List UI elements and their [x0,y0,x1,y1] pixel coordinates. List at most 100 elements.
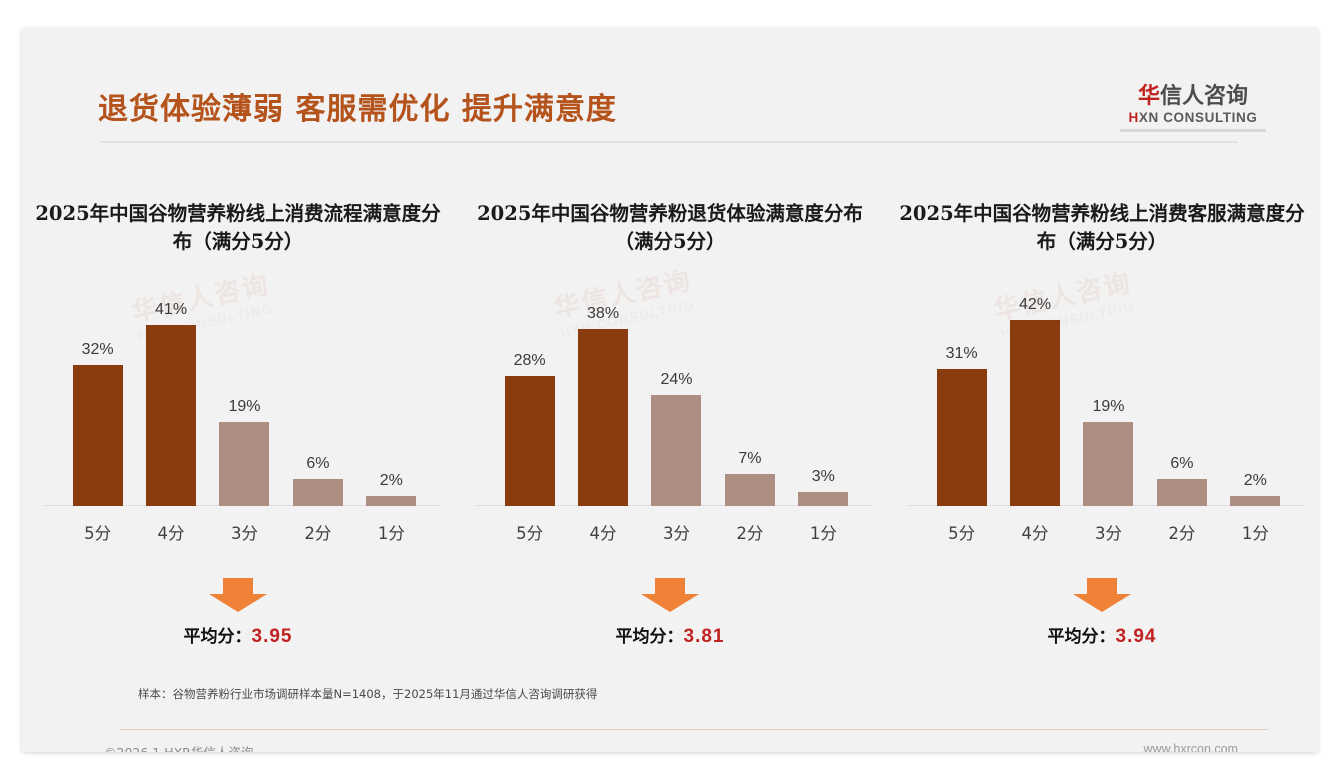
slide-footer: ©2026.1 HXR华信人咨询 www.hxrcon.com [22,734,1318,752]
plot-area-3: 31% 5分 42% 4分 19% 3分 [925,286,1292,543]
chart-title-2: 2025年中国谷物营养粉退货体验满意度分布（满分5分） [477,202,863,254]
chart-panel-3: 2025年中国谷物营养粉线上消费客服满意度分布（满分5分） 华信人咨询 HXN … [886,178,1318,678]
bar-value-label: 32% [81,341,114,358]
category-label: 3分 [1094,524,1122,543]
average-label: 平均分： [615,627,684,647]
category-label: 2分 [304,524,332,543]
down-arrow-icon [641,578,699,612]
brand-logo: 华信人咨询 HXN CONSULTING [1118,85,1268,133]
bar-value-label: 28% [513,352,546,369]
logo-rest-chars: 信人咨询 [1160,84,1249,109]
bar [504,376,555,506]
slide: 退货体验薄弱 客服需优化 提升满意度 华信人咨询 HXN CONSULTING … [22,28,1318,752]
category-label: 5分 [516,524,544,543]
bar-group: 19% 3分 [208,286,281,543]
average-value: 3.94 [1115,626,1157,647]
bar [146,325,197,506]
bar-group: 19% 3分 [1072,286,1145,543]
bar-group: 38% 4分 [566,286,639,543]
plot-area-2: 28% 5分 38% 4分 24% 3分 [493,286,860,543]
bar-value-label: 3% [811,468,835,485]
bar-value-label: 19% [1092,398,1125,415]
average-score-2: 平均分：3.81 [454,622,886,648]
bar [798,492,849,506]
bar-chart-1: 32% 5分 41% 4分 19% 3分 [22,286,454,558]
chart-title-1: 2025年中国谷物营养粉线上消费流程满意度分布（满分5分） [35,202,441,254]
bar-group: 31% 5分 [925,286,998,543]
page-title: 退货体验薄弱 客服需优化 提升满意度 [98,92,617,127]
average-score-1: 平均分：3.95 [22,622,454,648]
average-label: 平均分： [183,627,252,647]
bar-group: 6% 2分 [281,286,354,543]
bar-group: 2% 1分 [1219,286,1292,543]
chart-panels: 2025年中国谷物营养粉线上消费流程满意度分布（满分5分） 华信人咨询 HXN … [22,178,1318,678]
average-score-3: 平均分：3.94 [886,622,1318,648]
category-label: 5分 [948,524,976,543]
category-label: 3分 [662,524,690,543]
bar-value-label: 6% [1170,455,1194,472]
bar-group: 41% 4分 [134,286,207,543]
average-value: 3.81 [683,626,725,647]
chart-panel-2: 2025年中国谷物营养粉退货体验满意度分布（满分5分） 华信人咨询 HXN CO… [454,178,886,678]
category-label: 5分 [84,524,112,543]
bar-group: 42% 4分 [998,286,1071,543]
slide-header: 退货体验薄弱 客服需优化 提升满意度 华信人咨询 HXN CONSULTING [22,28,1318,143]
category-label: 4分 [157,524,185,543]
bar-group: 32% 5分 [61,286,134,543]
bar [1010,320,1061,506]
bar [578,329,629,506]
logo-accent-char: 华 [1137,84,1160,109]
logo-en-accent: H [1128,110,1139,126]
bar-value-label: 19% [228,398,261,415]
average-label: 平均分： [1047,627,1116,647]
footer-divider [120,729,1268,730]
chart-title-3: 2025年中国谷物营养粉线上消费客服满意度分布（满分5分） [899,202,1305,254]
logo-en-rest: XN CONSULTING [1138,110,1258,126]
category-label: 3分 [230,524,258,543]
bar-group: 2% 1分 [355,286,428,543]
bar [72,365,123,506]
category-label: 4分 [589,524,617,543]
bar [936,369,987,506]
bar-value-label: 31% [945,345,978,362]
bar-value-label: 6% [306,455,330,472]
bar [651,395,702,506]
category-label: 4分 [1021,524,1049,543]
bar-group: 6% 2分 [1145,286,1218,543]
bar-value-label: 7% [738,450,762,467]
bar [1083,422,1134,506]
chart-panel-1: 2025年中国谷物营养粉线上消费流程满意度分布（满分5分） 华信人咨询 HXN … [22,178,454,678]
bar [1230,496,1281,506]
bar-chart-2: 28% 5分 38% 4分 24% 3分 [454,286,886,558]
bar [724,474,775,506]
bar-value-label: 41% [155,301,188,318]
category-label: 1分 [809,524,837,543]
bar-value-label: 38% [587,305,620,322]
bar-group: 3% 1分 [787,286,860,543]
header-divider [100,141,1238,143]
bar-value-label: 2% [379,472,403,489]
bar [292,479,343,506]
bar-group: 24% 3分 [640,286,713,543]
category-label: 2分 [736,524,764,543]
bar-value-label: 24% [660,371,693,388]
bar [219,422,270,506]
logo-english-text: HXN CONSULTING [1118,110,1268,125]
bar [366,496,417,506]
category-label: 2分 [1168,524,1196,543]
logo-underline [1120,129,1266,133]
website-url[interactable]: www.hxrcon.com [1143,742,1238,752]
down-arrow-icon [1073,578,1131,612]
bar-group: 28% 5分 [493,286,566,543]
copyright-text: ©2026.1 HXR华信人咨询 [104,742,253,752]
category-label: 1分 [1241,524,1269,543]
plot-area-1: 32% 5分 41% 4分 19% 3分 [61,286,428,543]
bar-value-label: 42% [1019,296,1052,313]
bar-value-label: 2% [1243,472,1267,489]
logo-chinese-text: 华信人咨询 [1118,85,1268,108]
bar-group: 7% 2分 [713,286,786,543]
category-label: 1分 [377,524,405,543]
down-arrow-icon [209,578,267,612]
bar-chart-3: 31% 5分 42% 4分 19% 3分 [886,286,1318,558]
bar [1156,479,1207,506]
